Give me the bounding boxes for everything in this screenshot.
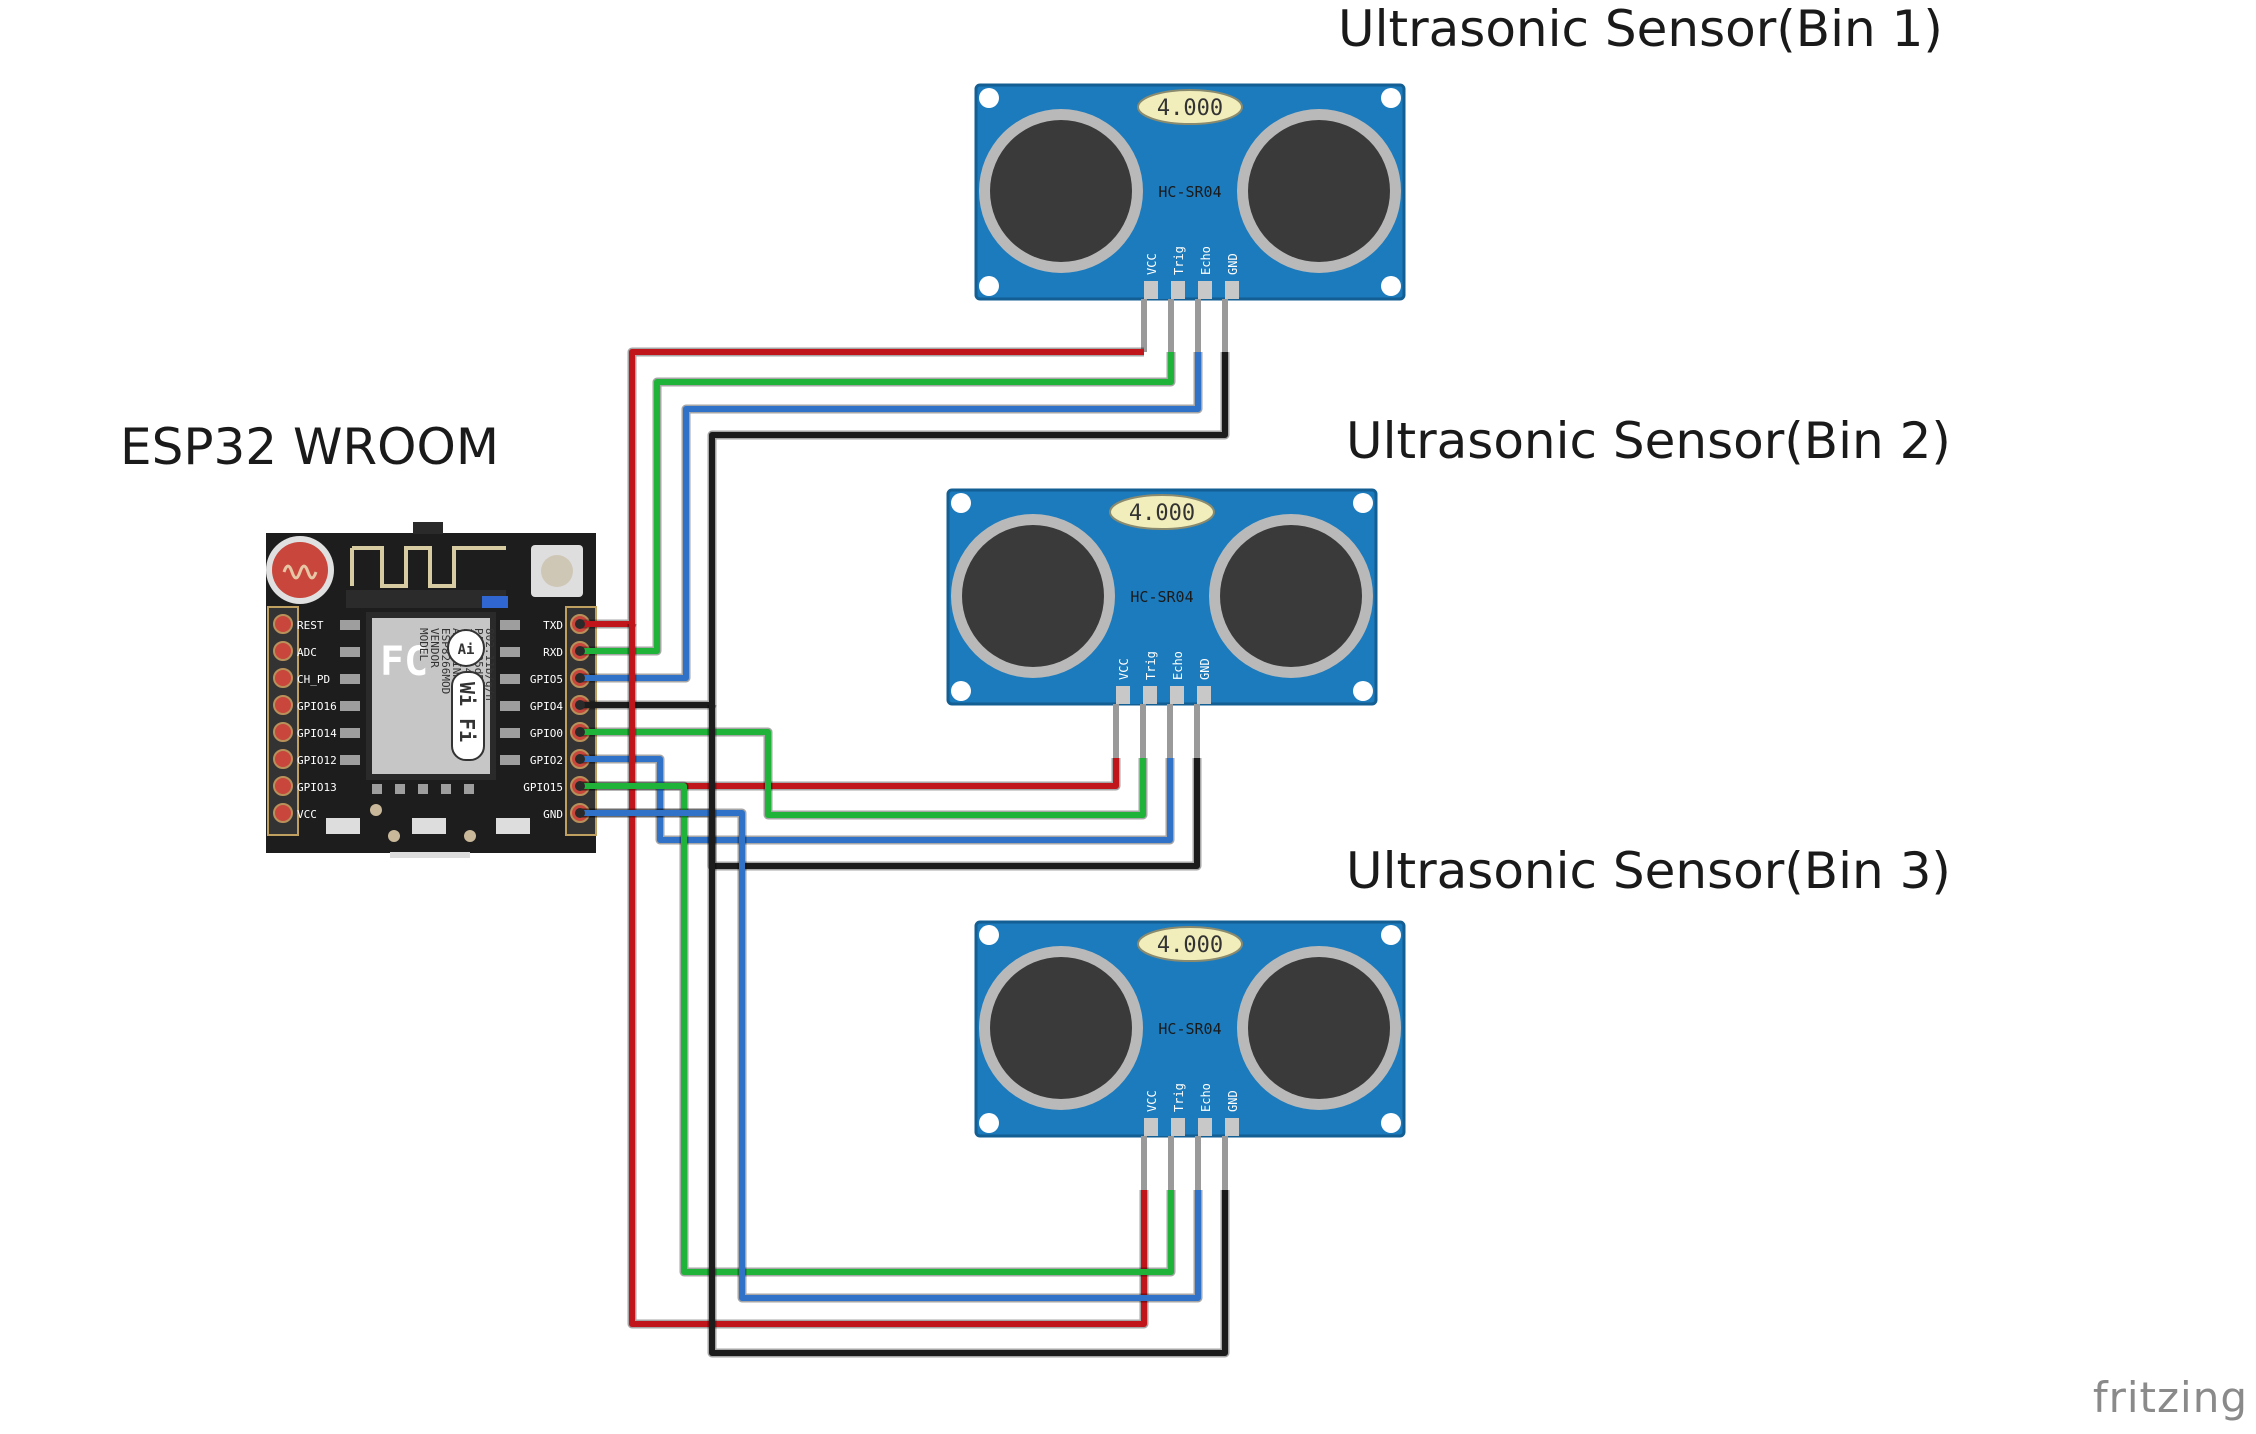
wire — [629, 624, 1147, 1327]
right-pin-label: GPIO15 — [523, 781, 563, 794]
left-pin-pad — [273, 803, 293, 823]
left-pin-label: GPIO16 — [297, 700, 337, 713]
ultrasonic-sensor: 4.000 HC-SR04 VCC Trig Echo GND — [946, 488, 1378, 706]
left-pin-pad — [273, 641, 293, 661]
sensor-model-label: HC-SR04 — [1130, 588, 1193, 606]
wire — [580, 349, 1144, 627]
sensor-pin-label: VCC — [1145, 253, 1159, 275]
sensor-pin-label: Trig — [1172, 246, 1186, 275]
left-pin-label: CH_PD — [297, 673, 330, 686]
crystal-label: 4.000 — [1129, 501, 1195, 526]
wire — [580, 758, 1119, 789]
right-pin-label: GPIO5 — [530, 673, 563, 686]
module-text: VENDOR — [428, 628, 441, 668]
antenna-trace-icon — [350, 546, 506, 588]
wires — [575, 299, 1230, 1358]
wire — [580, 352, 1201, 681]
pin-junction — [575, 673, 585, 683]
left-pin-pad — [273, 722, 293, 742]
sensor-pin-label: GND — [1226, 1090, 1240, 1112]
ai-logo-icon — [447, 629, 485, 667]
board-title: ESP32 WROOM — [120, 418, 500, 476]
sensor2-title: Ultrasonic Sensor(Bin 2) — [1346, 412, 1951, 470]
pin-junction — [575, 781, 585, 791]
right-pin-label: GPIO4 — [530, 700, 563, 713]
left-pin-label: VCC — [297, 808, 317, 821]
pin-junction — [575, 619, 585, 629]
sensor-pin-label: Trig — [1144, 651, 1158, 680]
module-text: MODEL — [417, 628, 430, 661]
sensor-pin-label: Trig — [1172, 1083, 1186, 1112]
wifi-logo-icon — [451, 671, 485, 761]
pin-junction — [575, 754, 585, 764]
left-pin-pad — [273, 614, 293, 634]
sensor-pin-label: Echo — [1199, 246, 1213, 275]
sensor-pin-label: Echo — [1199, 1083, 1213, 1112]
sensor-model-label: HC-SR04 — [1158, 183, 1221, 201]
right-pin-label: TXD — [543, 619, 563, 632]
wire — [580, 729, 1146, 818]
wire — [709, 705, 1228, 1356]
pin-junction — [575, 646, 585, 656]
left-pin-pad — [273, 776, 293, 796]
wire-outline — [580, 754, 1175, 845]
pin-junction — [575, 808, 585, 818]
left-pin-pad — [273, 668, 293, 688]
right-pin-label: GPIO0 — [530, 727, 563, 740]
module-text: 802.11b/g/n — [483, 628, 496, 701]
left-pin-pad — [273, 695, 293, 715]
crystal-label: 4.000 — [1157, 933, 1223, 958]
left-pin-label: GPIO14 — [297, 727, 337, 740]
sensor-pin-label: VCC — [1117, 658, 1131, 680]
sensor1-title: Ultrasonic Sensor(Bin 1) — [1338, 0, 1943, 58]
left-pin-label: GPIO13 — [297, 781, 337, 794]
right-pin-label: GND — [543, 808, 563, 821]
pin-junction — [575, 700, 585, 710]
sensor-pin-label: GND — [1198, 658, 1212, 680]
fritzing-brand: fritzing — [2092, 1373, 2248, 1422]
sensor-pin-label: Echo — [1171, 651, 1185, 680]
sensor-model-label: HC-SR04 — [1158, 1020, 1221, 1038]
wifi-logo-text: Wi Fi — [455, 682, 479, 742]
crystal-label: 4.000 — [1157, 96, 1223, 121]
ai-logo-text: Ai — [458, 642, 475, 658]
left-pin-pad — [273, 749, 293, 769]
wire — [580, 756, 1173, 843]
wire — [580, 783, 1174, 1275]
left-pin-label: ADC — [297, 646, 317, 659]
wire — [580, 810, 1201, 1301]
left-pin-label: REST — [297, 619, 324, 632]
ultrasonic-sensor: 4.000 HC-SR04 VCC Trig Echo GND — [974, 83, 1406, 301]
fc-logo-icon: FC — [380, 639, 428, 685]
ultrasonic-sensor: 4.000 HC-SR04 VCC Trig Echo GND — [974, 920, 1406, 1138]
right-pin-label: GPIO2 — [530, 754, 563, 767]
sensor-pin-label: VCC — [1145, 1090, 1159, 1112]
right-pin-label: RXD — [543, 646, 563, 659]
sensor-pin-label: GND — [1226, 253, 1240, 275]
wire — [580, 352, 1228, 708]
pin-junction — [575, 727, 585, 737]
left-pin-label: GPIO12 — [297, 754, 337, 767]
sensor3-title: Ultrasonic Sensor(Bin 3) — [1346, 842, 1951, 900]
